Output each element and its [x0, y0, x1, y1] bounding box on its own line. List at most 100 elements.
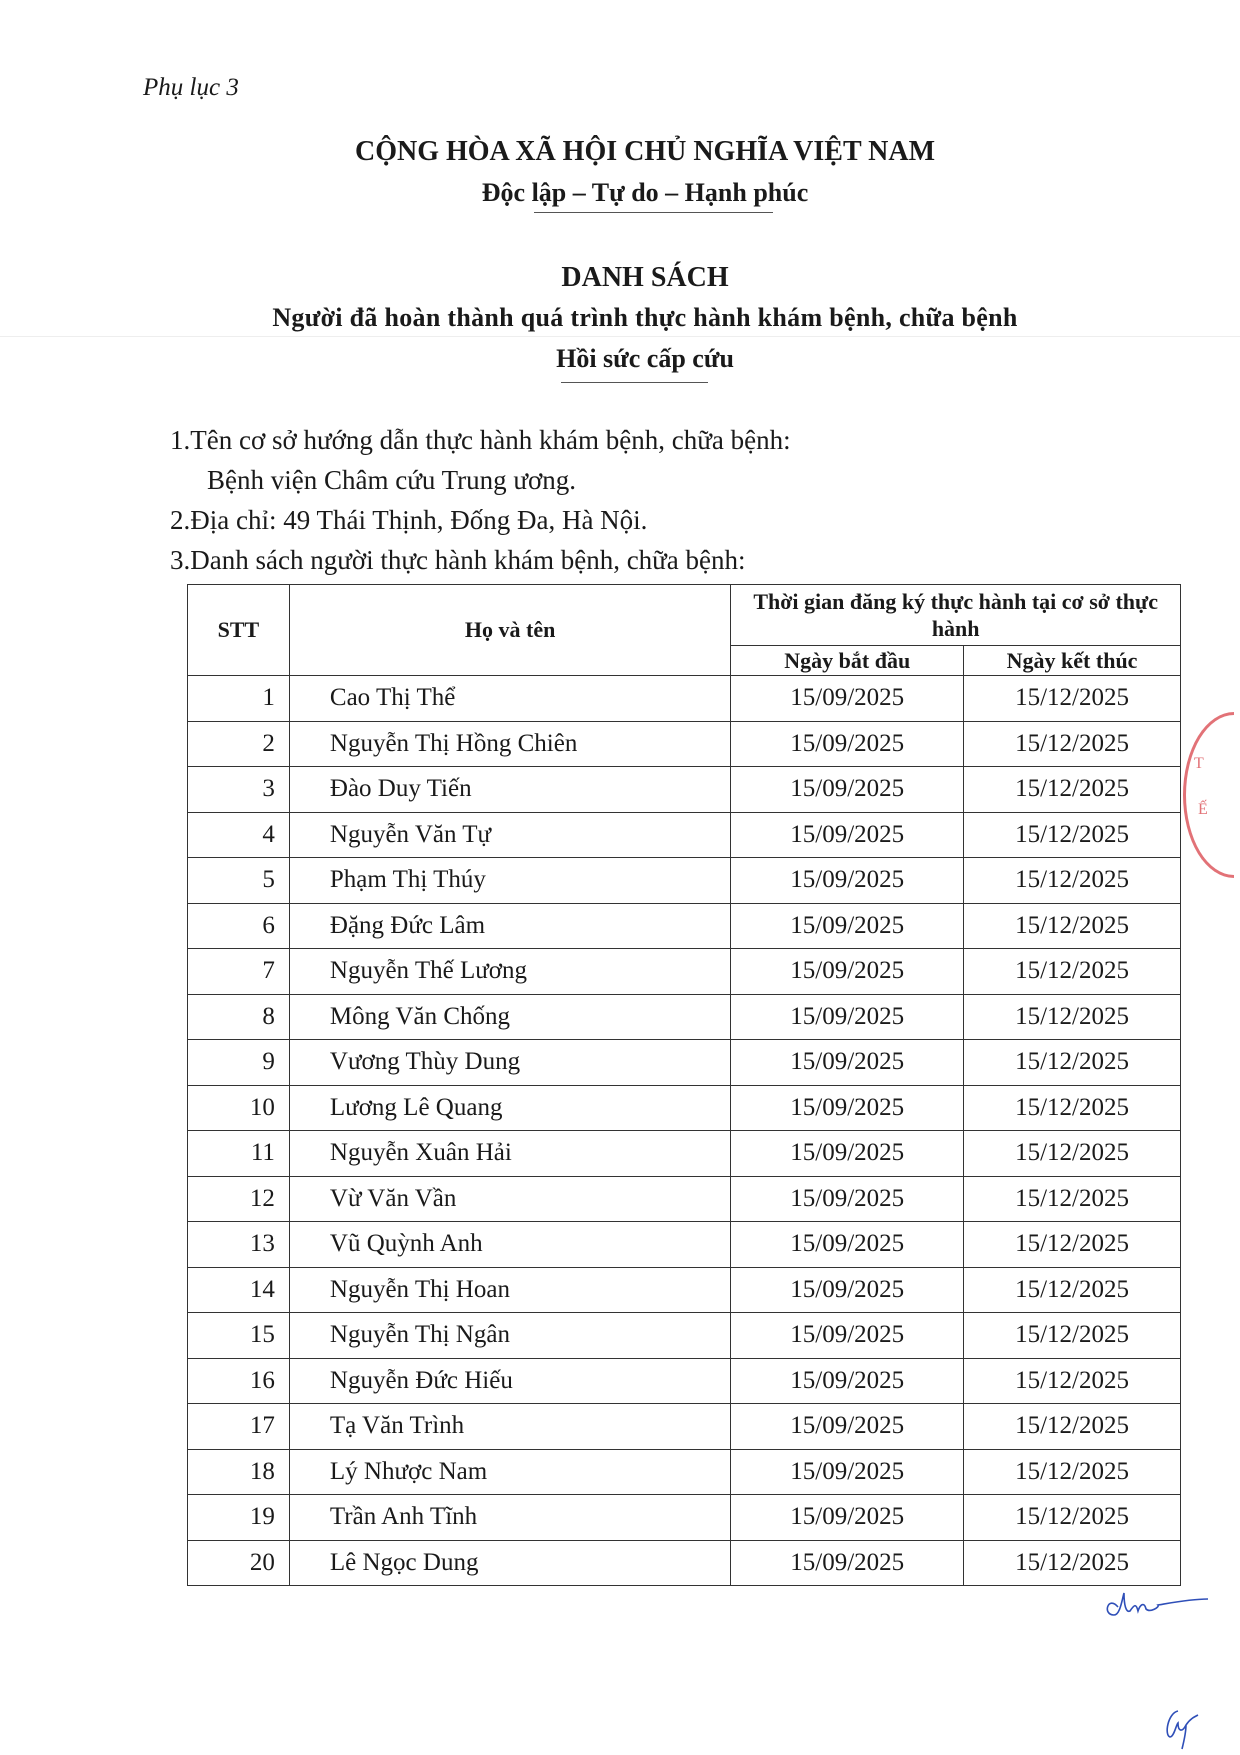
row-name: Cao Thị Thể: [288, 675, 732, 722]
header-period: Thời gian đăng ký thực hành tại cơ sở th…: [730, 584, 1181, 646]
row-start-date: 15/09/2025: [730, 948, 965, 995]
row-stt: 15: [187, 1312, 290, 1359]
row-start-date: 15/09/2025: [730, 1221, 965, 1268]
table-row: 14 Nguyễn Thị Hoan 15/09/2025 15/12/2025: [187, 1266, 1181, 1313]
row-stt: 11: [187, 1130, 290, 1177]
row-stt: 20: [187, 1539, 290, 1586]
row-start-date: 15/09/2025: [730, 811, 965, 858]
row-name: Phạm Thị Thúy: [288, 857, 732, 904]
row-name: Lê Ngọc Dung: [288, 1539, 732, 1586]
row-end-date: 15/12/2025: [963, 1266, 1181, 1313]
signature-initials: [1166, 1710, 1199, 1750]
row-name: Trần Anh Tĩnh: [288, 1494, 732, 1541]
row-start-date: 15/09/2025: [730, 993, 965, 1040]
scan-fold-line: [0, 336, 1240, 337]
row-stt: 3: [187, 766, 290, 813]
table-row: 4 Nguyễn Văn Tự 15/09/2025 15/12/2025: [187, 811, 1181, 858]
row-stt: 6: [187, 902, 290, 949]
row-end-date: 15/12/2025: [963, 902, 1181, 949]
table-row: 13 Vũ Quỳnh Anh 15/09/2025 15/12/2025: [187, 1221, 1181, 1268]
row-start-date: 15/09/2025: [730, 766, 965, 813]
stamp-letter: Ế: [1198, 801, 1208, 818]
appendix-label: Phụ lục 3: [143, 74, 239, 101]
info-facility-name: Bệnh viện Châm cứu Trung ương.: [207, 465, 577, 495]
table-row: 7 Nguyễn Thế Lương 15/09/2025 15/12/2025: [187, 948, 1181, 995]
row-start-date: 15/09/2025: [730, 1539, 965, 1586]
info-list-label: 3.Danh sách người thực hành khám bệnh, c…: [170, 545, 746, 575]
table-row: 5 Phạm Thị Thúy 15/09/2025 15/12/2025: [187, 857, 1181, 904]
row-end-date: 15/12/2025: [963, 720, 1181, 767]
table-row: 12 Vừ Văn Vần 15/09/2025 15/12/2025: [187, 1175, 1181, 1222]
table-row: 19 Trần Anh Tĩnh 15/09/2025 15/12/2025: [187, 1494, 1181, 1541]
official-stamp: T Ế: [1183, 712, 1234, 878]
row-start-date: 15/09/2025: [730, 675, 965, 722]
row-start-date: 15/09/2025: [730, 1448, 965, 1495]
row-stt: 18: [187, 1448, 290, 1495]
row-stt: 13: [187, 1221, 290, 1268]
row-end-date: 15/12/2025: [963, 1539, 1181, 1586]
table-row: 20 Lê Ngọc Dung 15/09/2025 15/12/2025: [187, 1539, 1181, 1586]
row-end-date: 15/12/2025: [963, 1039, 1181, 1086]
table-row: 3 Đào Duy Tiến 15/09/2025 15/12/2025: [187, 766, 1181, 813]
row-start-date: 15/09/2025: [730, 1266, 965, 1313]
motto-underline: [534, 212, 773, 213]
row-name: Nguyễn Thế Lương: [288, 948, 732, 995]
row-stt: 12: [187, 1175, 290, 1222]
header-name: Họ và tên: [288, 584, 732, 676]
row-end-date: 15/12/2025: [963, 857, 1181, 904]
row-stt: 2: [187, 720, 290, 767]
row-stt: 7: [187, 948, 290, 995]
stamp-letter: T: [1194, 755, 1204, 772]
row-end-date: 15/12/2025: [963, 1357, 1181, 1404]
row-stt: 19: [187, 1494, 290, 1541]
table-row: 10 Lương Lê Quang 15/09/2025 15/12/2025: [187, 1084, 1181, 1131]
row-stt: 10: [187, 1084, 290, 1131]
row-stt: 1: [187, 675, 290, 722]
row-stt: 9: [187, 1039, 290, 1086]
row-stt: 17: [187, 1403, 290, 1450]
row-stt: 8: [187, 993, 290, 1040]
row-start-date: 15/09/2025: [730, 902, 965, 949]
row-name: Vương Thùy Dung: [288, 1039, 732, 1086]
row-end-date: 15/12/2025: [963, 1403, 1181, 1450]
table-row: 8 Mông Văn Chống 15/09/2025 15/12/2025: [187, 993, 1181, 1040]
row-start-date: 15/09/2025: [730, 720, 965, 767]
row-name: Nguyễn Văn Tự: [288, 811, 732, 858]
table-row: 2 Nguyễn Thị Hồng Chiên 15/09/2025 15/12/20…: [187, 720, 1181, 767]
practitioner-table: STT Họ và tên Thời gian đăng ký thực hàn…: [187, 584, 1181, 1586]
row-start-date: 15/09/2025: [730, 857, 965, 904]
country-header: CỘNG HÒA XÃ HỘI CHỦ NGHĨA VIỆT NAM: [354, 136, 936, 167]
row-start-date: 15/09/2025: [730, 1175, 965, 1222]
specialty: Hồi sức cấp cứu: [556, 344, 734, 373]
document-subtitle: Người đã hoàn thành quá trình thực hành …: [272, 303, 1018, 332]
row-start-date: 15/09/2025: [730, 1084, 965, 1131]
header-start-date: Ngày bắt đầu: [730, 645, 965, 676]
row-name: Nguyễn Thị Hoan: [288, 1266, 732, 1313]
document-title: DANH SÁCH: [561, 262, 729, 293]
row-end-date: 15/12/2025: [963, 675, 1181, 722]
row-end-date: 15/12/2025: [963, 766, 1181, 813]
row-end-date: 15/12/2025: [963, 1448, 1181, 1495]
row-name: Lương Lê Quang: [288, 1084, 732, 1131]
row-stt: 16: [187, 1357, 290, 1404]
info-address: 2.Địa chỉ: 49 Thái Thịnh, Đống Đa, Hà Nộ…: [170, 505, 648, 535]
specialty-underline: [561, 382, 708, 383]
row-end-date: 15/12/2025: [963, 1130, 1181, 1177]
row-start-date: 15/09/2025: [730, 1357, 965, 1404]
row-name: Vừ Văn Vần: [288, 1175, 732, 1222]
row-start-date: 15/09/2025: [730, 1403, 965, 1450]
row-name: Vũ Quỳnh Anh: [288, 1221, 732, 1268]
row-name: Nguyễn Thị Hồng Chiên: [288, 720, 732, 767]
row-start-date: 15/09/2025: [730, 1494, 965, 1541]
table-row: 6 Đặng Đức Lâm 15/09/2025 15/12/2025: [187, 902, 1181, 949]
header-end-date: Ngày kết thúc: [963, 645, 1181, 676]
row-end-date: 15/12/2025: [963, 948, 1181, 995]
table-row: 16 Nguyễn Đức Hiếu 15/09/2025 15/12/2025: [187, 1357, 1181, 1404]
row-start-date: 15/09/2025: [730, 1312, 965, 1359]
row-end-date: 15/12/2025: [963, 1084, 1181, 1131]
row-name: Nguyễn Xuân Hải: [288, 1130, 732, 1177]
row-name: Tạ Văn Trình: [288, 1403, 732, 1450]
row-name: Mông Văn Chống: [288, 993, 732, 1040]
motto: Độc lập – Tự do – Hạnh phúc: [481, 178, 809, 207]
signature-initials: [1106, 1592, 1209, 1616]
